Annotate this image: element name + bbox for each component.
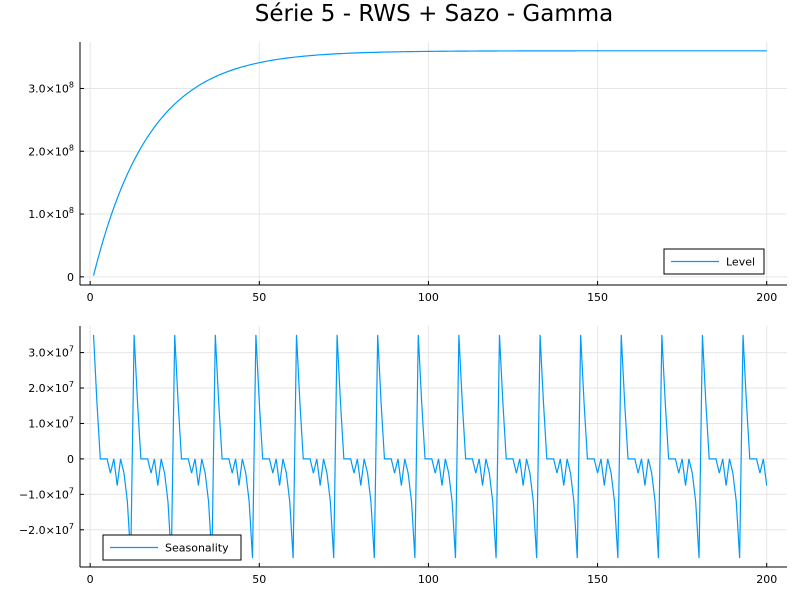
y-tick-label: −2.0×107 xyxy=(19,522,74,537)
y-tick-label: 2.0×107 xyxy=(28,380,74,395)
x-tick-label: 50 xyxy=(252,291,266,304)
chart-title: Série 5 - RWS + Sazo - Gamma xyxy=(255,1,613,27)
legend: Seasonality xyxy=(102,534,242,561)
x-tick-label: 50 xyxy=(252,573,266,586)
y-tick-label: 3.0×108 xyxy=(28,80,74,95)
level-panel: 0 50 100 150 200 0 1.0×108 2.0×108 3.0×108 Level xyxy=(28,42,787,304)
x-tick-label: 200 xyxy=(756,573,777,586)
y-tick-label: 0 xyxy=(67,271,74,284)
x-tick-label: 0 xyxy=(87,573,94,586)
x-tick-label: 100 xyxy=(418,291,439,304)
x-tick-label: 150 xyxy=(587,291,608,304)
y-tick-label: 0 xyxy=(67,453,74,466)
x-tick-label: 150 xyxy=(587,573,608,586)
y-tick-label: 1.0×107 xyxy=(28,415,74,430)
legend-label: Level xyxy=(726,256,755,269)
legend: Level xyxy=(663,248,765,275)
y-tick-label: −1.0×107 xyxy=(19,486,74,501)
x-tick-label: 200 xyxy=(756,291,777,304)
y-tick-label: 2.0×108 xyxy=(28,143,74,158)
x-tick-label: 0 xyxy=(87,291,94,304)
y-tick-label: 1.0×108 xyxy=(28,206,74,221)
series-line-level xyxy=(92,50,767,276)
series-line-seasonality xyxy=(92,334,768,559)
seasonality-panel: 0 50 100 150 200 −2.0×107 −1.0×107 0 1.0×107 2.0×… xyxy=(19,326,787,586)
legend-label: Seasonality xyxy=(165,542,229,555)
y-tick-label: 3.0×107 xyxy=(28,345,74,360)
x-tick-label: 100 xyxy=(418,573,439,586)
